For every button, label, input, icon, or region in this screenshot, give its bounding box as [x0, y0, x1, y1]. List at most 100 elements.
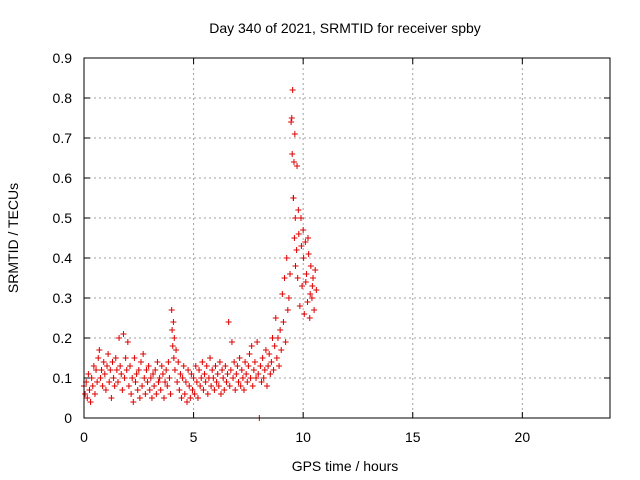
data-point	[302, 239, 309, 245]
data-point	[129, 375, 136, 381]
data-point	[107, 367, 114, 373]
data-point	[184, 399, 191, 405]
data-point	[154, 359, 161, 365]
data-point	[137, 359, 144, 365]
data-point	[257, 363, 264, 369]
data-point	[120, 331, 127, 337]
data-point	[170, 319, 177, 325]
data-point	[110, 375, 117, 381]
data-point	[266, 351, 273, 357]
data-point	[253, 375, 260, 381]
data-point	[166, 375, 173, 381]
data-point	[112, 355, 119, 361]
data-point	[116, 335, 123, 341]
data-point	[187, 395, 194, 401]
data-point	[234, 363, 241, 369]
data-point	[208, 383, 215, 389]
data-point	[201, 371, 208, 377]
data-point	[169, 343, 176, 349]
data-point	[155, 379, 162, 385]
data-point	[163, 367, 170, 373]
data-point	[250, 367, 257, 373]
data-point	[95, 355, 102, 361]
data-point	[219, 367, 226, 373]
data-point	[288, 115, 295, 121]
data-point	[82, 391, 89, 397]
data-point	[85, 371, 92, 377]
data-point	[258, 379, 265, 385]
data-point	[295, 231, 302, 237]
data-point	[87, 399, 94, 405]
data-point	[301, 311, 308, 317]
data-point	[93, 367, 100, 373]
data-point	[269, 335, 276, 341]
data-point	[270, 367, 277, 373]
x-tick-label: 10	[295, 429, 311, 445]
data-point	[304, 299, 311, 305]
x-axis-label: GPS time / hours	[292, 458, 399, 474]
data-point	[99, 383, 106, 389]
data-point	[242, 359, 249, 365]
data-point	[310, 275, 317, 281]
data-point	[176, 387, 183, 393]
y-axis-label: SRMTID / TECUs	[5, 183, 21, 293]
y-tick-label: 0.9	[53, 50, 73, 66]
data-point	[311, 307, 318, 313]
data-point	[203, 363, 210, 369]
data-point	[207, 355, 214, 361]
data-point	[291, 235, 298, 241]
data-point	[136, 395, 143, 401]
data-points	[81, 87, 320, 421]
data-point	[153, 391, 160, 397]
data-point	[105, 351, 112, 357]
data-point	[285, 295, 292, 301]
data-point	[146, 387, 153, 393]
grid-lines	[84, 58, 610, 418]
data-point	[197, 383, 204, 389]
data-point	[150, 371, 157, 377]
data-point	[272, 315, 279, 321]
data-point	[298, 243, 305, 249]
y-tick-label: 0.5	[53, 210, 73, 226]
data-point	[151, 383, 158, 389]
data-point	[169, 327, 176, 333]
data-point	[267, 371, 274, 377]
data-point	[210, 375, 217, 381]
data-point	[226, 383, 233, 389]
data-point	[215, 383, 222, 389]
data-point	[90, 363, 97, 369]
data-point	[265, 363, 272, 369]
data-point	[240, 387, 247, 393]
data-point	[247, 375, 254, 381]
data-point	[292, 263, 299, 269]
y-tick-label: 0.2	[53, 330, 73, 346]
data-point	[238, 367, 245, 373]
data-point	[213, 379, 220, 385]
data-point	[248, 343, 255, 349]
x-tick-label: 0	[80, 429, 88, 445]
data-point	[282, 339, 289, 345]
data-point	[139, 383, 146, 389]
data-point	[189, 387, 196, 393]
data-point	[273, 355, 280, 361]
data-point	[159, 371, 166, 377]
data-point	[280, 319, 287, 325]
data-point	[179, 375, 186, 381]
data-point	[244, 379, 251, 385]
data-point	[289, 151, 296, 157]
data-point	[143, 367, 150, 373]
data-point	[134, 387, 141, 393]
data-point	[307, 291, 314, 297]
data-point	[198, 375, 205, 381]
data-point	[86, 387, 93, 393]
data-point	[233, 371, 240, 377]
y-tick-label: 0.3	[53, 290, 73, 306]
data-point	[160, 395, 167, 401]
data-point	[177, 371, 184, 377]
data-point	[141, 375, 148, 381]
data-point	[302, 279, 309, 285]
data-point	[156, 375, 163, 381]
data-point	[222, 363, 229, 369]
data-point	[276, 363, 283, 369]
data-point	[271, 343, 278, 349]
